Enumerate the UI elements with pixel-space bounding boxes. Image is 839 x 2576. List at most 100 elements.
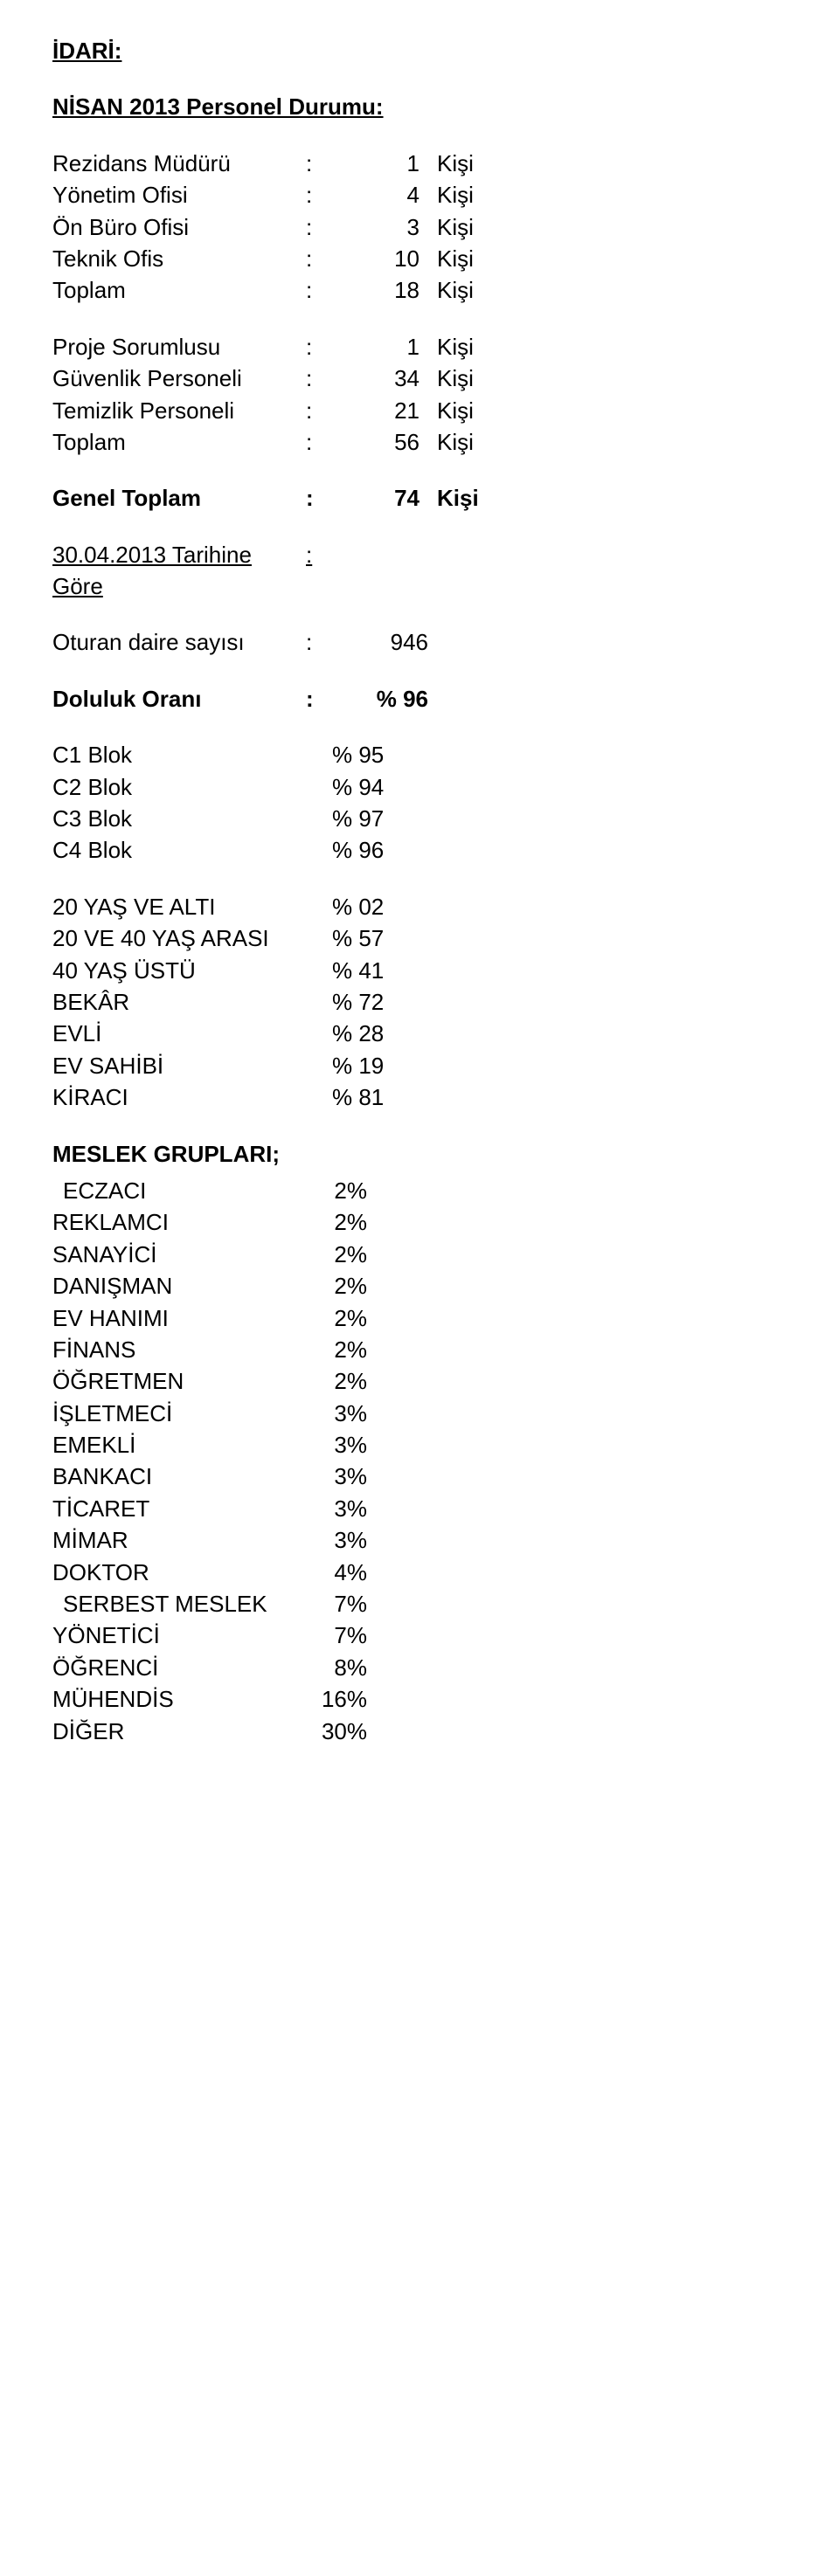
pct-value: % 72 (332, 986, 411, 1018)
occupation-pct: 2% (297, 1302, 367, 1334)
colon: : (306, 331, 341, 363)
occupancy-rate-label: Doluluk Oranı (52, 683, 306, 715)
occupation-label: TİCARET (52, 1493, 297, 1524)
personnel-label: Toplam (52, 274, 306, 306)
pct-row: 20 VE 40 YAŞ ARASI% 57 (52, 922, 787, 954)
colon: : (306, 395, 341, 426)
occupation-label: ÖĞRETMEN (52, 1365, 297, 1397)
personnel-num: 56 (341, 426, 437, 458)
personnel-unit: Kişi (437, 363, 507, 394)
colon: : (306, 179, 341, 211)
pct-value: % 28 (332, 1018, 411, 1049)
occupation-pct: 7% (297, 1588, 367, 1619)
occupation-label: REKLAMCI (52, 1206, 297, 1238)
pct-value: % 96 (332, 834, 411, 866)
personnel-label: Güvenlik Personeli (52, 363, 306, 394)
personnel-unit: Kişi (437, 331, 507, 363)
personnel-label: Ön Büro Ofisi (52, 211, 306, 243)
occupation-row: BANKACI3% (52, 1461, 787, 1492)
occupation-row: EV HANIMI2% (52, 1302, 787, 1334)
occupation-row: REKLAMCI2% (52, 1206, 787, 1238)
occupation-row: DANIŞMAN2% (52, 1270, 787, 1302)
personnel-label: Toplam (52, 426, 306, 458)
personnel-num: 21 (341, 395, 437, 426)
occupation-pct: 16% (297, 1683, 367, 1715)
occupation-row: MİMAR3% (52, 1524, 787, 1556)
occupation-pct: 3% (297, 1524, 367, 1556)
occupation-pct: 3% (297, 1493, 367, 1524)
occupation-label: SANAYİCİ (52, 1239, 297, 1270)
occupation-row: MÜHENDİS16% (52, 1683, 787, 1715)
occupation-label: ÖĞRENCİ (52, 1652, 297, 1683)
personnel-unit: Kişi (437, 426, 507, 458)
pct-row: C3 Blok% 97 (52, 803, 787, 834)
occupation-label: DANIŞMAN (52, 1270, 297, 1302)
personnel-num: 4 (341, 179, 437, 211)
personnel-unit: Kişi (437, 274, 507, 306)
occupation-list: ECZACI2%REKLAMCI2%SANAYİCİ2%DANIŞMAN2%EV… (52, 1175, 787, 1747)
occupation-row: YÖNETİCİ7% (52, 1619, 787, 1651)
occupation-row: ÖĞRENCİ8% (52, 1652, 787, 1683)
colon: : (306, 274, 341, 306)
occupation-label: YÖNETİCİ (52, 1619, 297, 1651)
occupation-pct: 2% (297, 1365, 367, 1397)
occupation-pct: 4% (297, 1557, 367, 1588)
pct-row: EV SAHİBİ% 19 (52, 1050, 787, 1081)
colon: : (306, 482, 341, 514)
pct-label: C4 Blok (52, 834, 332, 866)
personnel-row: Teknik Ofis:10Kişi (52, 243, 787, 274)
personnel-row: Toplam:18Kişi (52, 274, 787, 306)
personnel-num: 10 (341, 243, 437, 274)
date-label: 30.04.2013 Tarihine Göre (52, 539, 306, 603)
occupation-pct: 8% (297, 1652, 367, 1683)
grand-total-row: Genel Toplam : 74 Kişi (52, 482, 787, 514)
personnel-row: Rezidans Müdürü:1Kişi (52, 148, 787, 179)
document-page: İDARİ: NİSAN 2013 Personel Durumu: Rezid… (0, 0, 839, 1782)
pct-row: C2 Blok% 94 (52, 771, 787, 803)
colon: : (306, 539, 341, 603)
pct-row: 20 YAŞ VE ALTI% 02 (52, 891, 787, 922)
personnel-num: 1 (341, 148, 437, 179)
pct-label: EV SAHİBİ (52, 1050, 332, 1081)
pct-row: BEKÂR% 72 (52, 986, 787, 1018)
personnel-unit: Kişi (437, 211, 507, 243)
demographics: 20 YAŞ VE ALTI% 0220 VE 40 YAŞ ARASI% 57… (52, 891, 787, 1114)
occupation-label: DİĞER (52, 1716, 297, 1747)
occupation-pct: 3% (297, 1398, 367, 1429)
colon: : (306, 211, 341, 243)
occupation-label: MİMAR (52, 1524, 297, 1556)
date-heading: 30.04.2013 Tarihine Göre : (52, 539, 787, 603)
pct-value: % 97 (332, 803, 411, 834)
occupation-label: SERBEST MESLEK (52, 1588, 297, 1619)
occupation-label: BANKACI (52, 1461, 297, 1492)
personnel-row: Temizlik Personeli:21Kişi (52, 395, 787, 426)
personnel-label: Yönetim Ofisi (52, 179, 306, 211)
occupation-pct: 2% (297, 1206, 367, 1238)
occupation-row: EMEKLİ3% (52, 1429, 787, 1461)
block-occupancy: C1 Blok% 95C2 Blok% 94C3 Blok% 97C4 Blok… (52, 739, 787, 867)
personnel-label: Rezidans Müdürü (52, 148, 306, 179)
personnel-row: Toplam:56Kişi (52, 426, 787, 458)
pct-label: KİRACI (52, 1081, 332, 1113)
personnel-unit: Kişi (437, 243, 507, 274)
occupation-label: DOKTOR (52, 1557, 297, 1588)
occupation-row: TİCARET3% (52, 1493, 787, 1524)
personnel-row: Ön Büro Ofisi:3Kişi (52, 211, 787, 243)
pct-label: 20 YAŞ VE ALTI (52, 891, 332, 922)
colon: : (306, 243, 341, 274)
occupation-pct: 3% (297, 1461, 367, 1492)
occupancy-rate-num: % 96 (341, 683, 428, 715)
occupation-row: DİĞER30% (52, 1716, 787, 1747)
occupied-units-label: Oturan daire sayısı (52, 626, 306, 658)
personnel-block-1: Rezidans Müdürü:1KişiYönetim Ofisi:4Kişi… (52, 148, 787, 307)
occupation-pct: 2% (297, 1239, 367, 1270)
personnel-row: Güvenlik Personeli:34Kişi (52, 363, 787, 394)
heading-idari: İDARİ: (52, 35, 787, 66)
occupancy-block: Oturan daire sayısı : 946 (52, 626, 787, 658)
grand-total-label: Genel Toplam (52, 482, 306, 514)
pct-value: % 94 (332, 771, 411, 803)
colon: : (306, 426, 341, 458)
pct-label: BEKÂR (52, 986, 332, 1018)
occupied-units-row: Oturan daire sayısı : 946 (52, 626, 787, 658)
pct-row: C4 Blok% 96 (52, 834, 787, 866)
